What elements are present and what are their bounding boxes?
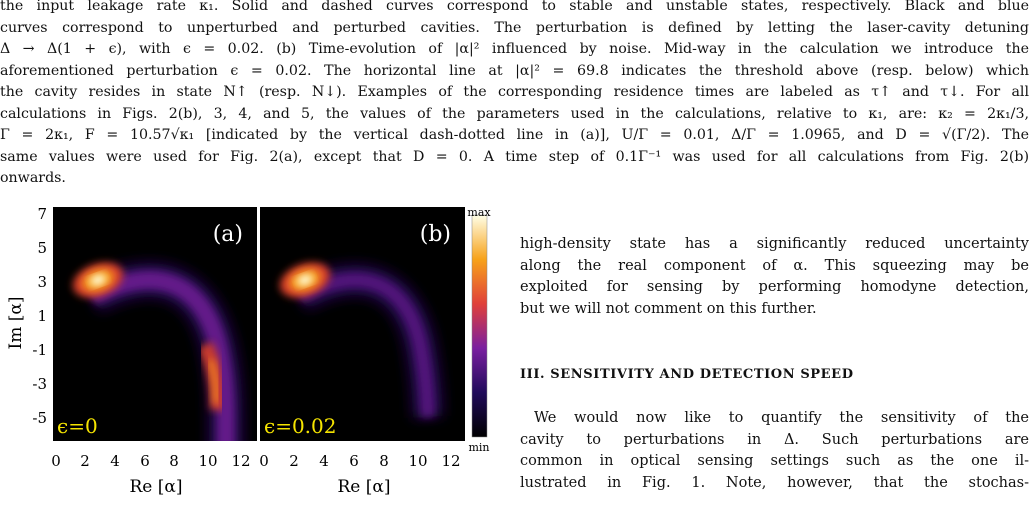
colorbar-gradient	[471, 214, 488, 438]
y-tick-label: -3	[32, 375, 47, 393]
caption-line: curves correspond to unperturbed and per…	[0, 19, 1029, 36]
caption-line: Γ = 2κ₁, F = 10.57√κ₁ [indicated by the …	[0, 127, 1029, 143]
x-axis-a: 0 2 4 6 8 10 12	[51, 452, 250, 470]
panel-a-epsilon-label: ϵ=0	[57, 414, 98, 438]
caption-line: the input leakage rate κ₁. Solid and das…	[0, 0, 1029, 14]
x-tick-label: 12	[231, 452, 250, 470]
y-tick-label: -1	[32, 341, 47, 359]
body-line: We would now like to quantify the sensit…	[534, 410, 1029, 426]
panel-b-epsilon-label: ϵ=0.02	[264, 414, 337, 438]
x-tick-label: 10	[408, 452, 427, 470]
caption-line: onwards.	[0, 170, 66, 186]
y-tick-label: -5	[32, 409, 47, 427]
caption-line: same values were used for Fig. 2(a), exc…	[0, 148, 1029, 165]
x-axis-label-a: Re [α]	[129, 477, 182, 497]
caption-line: the cavity resides in state N↑ (resp. N↓…	[0, 84, 1029, 100]
x-tick-label: 4	[319, 452, 329, 470]
x-axis-b: 0 2 4 6 8 10 12	[259, 452, 460, 470]
section-heading: III. SENSITIVITY AND DETECTION SPEED	[520, 367, 854, 382]
body-line: exploited for sensing by performing homo…	[520, 279, 1029, 295]
panel-b: (b) ϵ=0.02	[260, 207, 465, 441]
caption-line: aforementioned perturbation ϵ = 0.02. Th…	[0, 62, 1029, 79]
body-line: common in optical sensing settings such …	[520, 453, 1029, 469]
panel-a-tag: (a)	[213, 222, 243, 247]
x-axis-label-b: Re [α]	[337, 477, 390, 497]
colorbar: max min	[467, 206, 491, 454]
x-tick-label: 12	[441, 452, 460, 470]
body-paragraph: We would now like to quantify the sensit…	[520, 408, 1029, 494]
body-line: high-density state has a significantly r…	[520, 236, 1029, 252]
x-tick-label: 10	[198, 452, 217, 470]
caption-line: calculations in Figs. 2(b), 3, 4, and 5,…	[0, 105, 1029, 122]
figure-caption: the input leakage rate κ₁. Solid and das…	[0, 0, 1029, 190]
body-line: but we will not comment on this further.	[520, 300, 817, 317]
y-tick-label: 1	[37, 307, 47, 325]
x-tick-label: 6	[349, 452, 359, 470]
panel-a: (a) ϵ=0	[53, 207, 257, 441]
body-line: along the real component of α. This sque…	[520, 257, 1029, 274]
figure-svg: (a) ϵ=0 (b) ϵ=0.02 max min 7 5	[6, 205, 491, 497]
x-tick-label: 2	[289, 452, 299, 470]
body-line: lustrated in Fig. 1. Note, however, that…	[520, 474, 1029, 491]
body-paragraph: high-density state has a significantly r…	[520, 234, 1029, 320]
colorbar-min-label: min	[468, 441, 489, 454]
colorbar-max-label: max	[467, 206, 491, 219]
x-tick-label: 0	[51, 452, 61, 470]
x-tick-label: 2	[80, 452, 90, 470]
y-tick-label: 3	[37, 273, 47, 291]
x-tick-label: 8	[169, 452, 179, 470]
x-tick-label: 0	[259, 452, 269, 470]
y-axis-label: Im [α]	[6, 297, 26, 350]
wigner-figure: (a) ϵ=0 (b) ϵ=0.02 max min 7 5	[0, 205, 505, 521]
x-tick-label: 6	[140, 452, 150, 470]
caption-line: Δ → Δ(1 + ϵ), with ϵ = 0.02. (b) Time-ev…	[0, 41, 1029, 57]
y-tick-label: 7	[37, 205, 47, 223]
x-tick-label: 4	[110, 452, 120, 470]
body-line: cavity to perturbations in Δ. Such pertu…	[520, 431, 1029, 448]
y-tick-label: 5	[37, 239, 47, 257]
x-tick-label: 8	[379, 452, 389, 470]
panel-b-tag: (b)	[420, 222, 451, 247]
y-axis: 7 5 3 1 -1 -3 -5	[32, 205, 47, 427]
